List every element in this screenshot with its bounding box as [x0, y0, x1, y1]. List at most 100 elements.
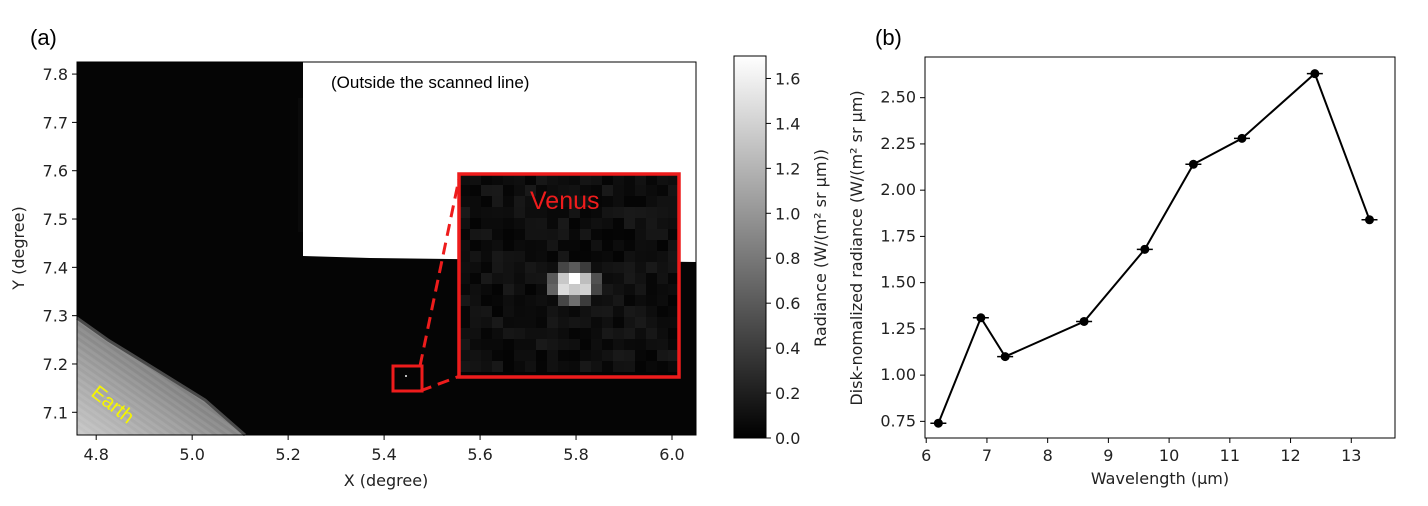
inset-pixel: [459, 317, 470, 328]
venus-pixel: [580, 273, 591, 284]
inset-frame: [457, 172, 681, 379]
inset-pixel: [569, 317, 580, 328]
inset-pixel: [536, 361, 547, 372]
inset-pixel: [536, 350, 547, 361]
inset-pixel: [624, 339, 635, 350]
inset-pixel: [503, 251, 514, 262]
inset-pixel: [591, 339, 602, 350]
inset-pixel: [481, 229, 492, 240]
inset-pixel: [602, 174, 613, 185]
inset-pixel: [602, 295, 613, 306]
inset-pixel: [481, 295, 492, 306]
colorbar-tick-label: 1.2: [775, 159, 800, 178]
inset-pixel: [547, 339, 558, 350]
inset-pixel: [657, 229, 668, 240]
inset-pixel: [580, 185, 591, 196]
inset-pixel: [624, 174, 635, 185]
inset-pixel: [492, 284, 503, 295]
inset-pixel: [525, 174, 536, 185]
venus-pixel: [580, 295, 591, 306]
inset-pixel: [514, 174, 525, 185]
inset-pixel: [657, 196, 668, 207]
inset-pixel: [492, 317, 503, 328]
inset-pixel: [558, 229, 569, 240]
inset-pixel: [646, 295, 657, 306]
inset-pixel: [602, 229, 613, 240]
inset-pixel: [668, 339, 679, 350]
inset-pixel: [503, 174, 514, 185]
inset-pixel: [613, 262, 624, 273]
inset-pixel: [459, 328, 470, 339]
inset-pixel: [481, 207, 492, 218]
inset-pixel: [536, 218, 547, 229]
venus-pixel: [569, 295, 580, 306]
inset-pixel: [624, 185, 635, 196]
inset-pixel: [470, 218, 481, 229]
b-xtick-label: 11: [1220, 446, 1240, 465]
inset-pixel: [635, 295, 646, 306]
b-ytick-label: 1.75: [880, 226, 916, 245]
inset-pixel: [668, 317, 679, 328]
inset-pixel: [525, 306, 536, 317]
inset-pixel: [558, 350, 569, 361]
inset-pixel: [657, 262, 668, 273]
inset-pixel: [613, 284, 624, 295]
venus-pixel: [558, 295, 569, 306]
inset-pixel: [470, 207, 481, 218]
outside-scan-annotation: (Outside the scanned line): [331, 73, 529, 92]
inset-pixel: [624, 328, 635, 339]
inset-pixel: [613, 174, 624, 185]
b-xtick-label: 12: [1280, 446, 1300, 465]
inset-pixel: [547, 251, 558, 262]
inset-pixel: [525, 207, 536, 218]
inset-pixel: [602, 284, 613, 295]
inset-pixel: [536, 240, 547, 251]
colorbar: [733, 55, 767, 439]
data-point: [976, 313, 986, 323]
inset-pixel: [547, 229, 558, 240]
inset-pixel: [558, 251, 569, 262]
zoom-connector-top: [418, 173, 462, 367]
inset-pixel: [569, 306, 580, 317]
inset-pixel: [591, 328, 602, 339]
inset-pixel: [646, 284, 657, 295]
inset-pixel: [569, 207, 580, 218]
line-plot-frame: [924, 56, 1396, 439]
inset-pixel: [646, 196, 657, 207]
a-xtick-label: 5.4: [371, 445, 396, 464]
inset-pixel: [547, 196, 558, 207]
colorbar-tick-label: 1.4: [775, 114, 800, 133]
inset-pixel: [558, 240, 569, 251]
inset-pixel: [503, 350, 514, 361]
inset-pixel: [624, 218, 635, 229]
inset-pixel: [492, 229, 503, 240]
data-point: [1237, 133, 1247, 143]
inset-pixel: [503, 273, 514, 284]
inset-pixel: [657, 207, 668, 218]
b-xtick-label: 6: [921, 446, 931, 465]
inset-pixel: [624, 240, 635, 251]
inset-pixel: [602, 328, 613, 339]
inset-pixel: [459, 185, 470, 196]
a-ytick-label: 7.6: [43, 162, 68, 181]
inset-pixel: [580, 328, 591, 339]
inset-pixel: [536, 207, 547, 218]
inset-pixel: [547, 185, 558, 196]
inset-pixel: [547, 240, 558, 251]
inset-pixel: [514, 240, 525, 251]
inset-pixel: [602, 251, 613, 262]
colorbar-tick-label: 0.4: [775, 339, 800, 358]
inset-pixel: [470, 350, 481, 361]
inset-pixel: [613, 317, 624, 328]
inset-pixel: [580, 207, 591, 218]
panel-a-label: (a): [30, 25, 57, 50]
inset-pixel: [536, 229, 547, 240]
inset-pixel: [470, 317, 481, 328]
inset-pixel: [613, 207, 624, 218]
inset-pixel: [668, 295, 679, 306]
inset-pixel: [459, 174, 470, 185]
inset-pixel: [635, 339, 646, 350]
inset-pixel: [558, 218, 569, 229]
inset-pixel: [459, 361, 470, 372]
